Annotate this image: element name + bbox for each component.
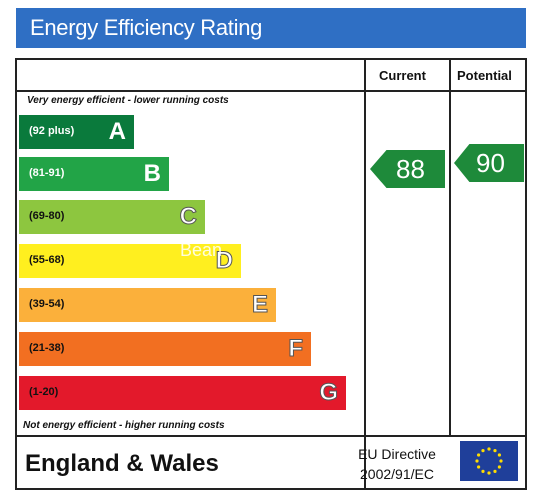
band-range: (92 plus) — [29, 125, 75, 137]
eu-directive-line1: EU Directive — [358, 446, 436, 462]
eu-star-icon — [497, 465, 501, 469]
eu-star-icon — [481, 449, 485, 453]
band-f: (21-38) F — [19, 332, 311, 366]
eu-directive: EU Directive 2002/91/EC — [347, 444, 447, 484]
band-range: (69-80) — [29, 210, 65, 222]
band-letter: E — [251, 291, 268, 319]
rating-chart-frame: Current Potential Very energy efficient … — [15, 58, 527, 490]
divider-potential — [449, 60, 451, 435]
band-letter: G — [319, 379, 339, 407]
watermark: Bean — [180, 240, 223, 260]
eu-star-icon — [481, 469, 485, 473]
band-letter: F — [288, 335, 304, 363]
current-rating-value: 88 — [396, 154, 425, 184]
band-letter: D — [215, 247, 233, 275]
band-range: (21-38) — [29, 342, 65, 354]
band-letter: B — [143, 160, 161, 187]
band-a: (92 plus) A — [19, 115, 134, 149]
band-range: (1-20) — [29, 386, 59, 398]
eu-star-icon — [475, 459, 479, 463]
page-title: Energy Efficiency Rating — [30, 15, 263, 40]
band-letter: C — [179, 203, 197, 231]
eu-star-icon — [493, 449, 497, 453]
title-bar: Energy Efficiency Rating — [16, 8, 526, 48]
potential-rating-value: 90 — [476, 148, 505, 178]
eu-star-icon — [487, 447, 491, 451]
eu-flag-stars — [475, 447, 503, 475]
eu-star-icon — [477, 453, 481, 457]
note-inefficient: Not energy efficient - higher running co… — [23, 420, 225, 431]
eu-star-icon — [497, 453, 501, 457]
eu-star-icon — [493, 469, 497, 473]
footer-rule — [17, 435, 525, 437]
eu-directive-line2: 2002/91/EC — [360, 466, 434, 482]
eu-star-icon — [487, 471, 491, 475]
band-range: (39-54) — [29, 298, 65, 310]
eu-star-icon — [477, 465, 481, 469]
band-d: (55-68) D — [19, 244, 241, 278]
header-rule — [17, 90, 525, 92]
note-efficient: Very energy efficient - lower running co… — [27, 95, 229, 106]
band-e: (39-54) E — [19, 288, 276, 322]
band-g: (1-20) G — [19, 376, 346, 410]
band-range: (55-68) — [29, 254, 65, 266]
region-label: England & Wales — [25, 450, 219, 477]
current-rating-arrow: 88 — [370, 150, 445, 188]
eu-star-icon — [499, 459, 503, 463]
potential-rating-arrow: 90 — [454, 144, 524, 182]
band-letter: A — [108, 118, 126, 145]
band-c: (69-80) C — [19, 200, 205, 234]
divider-current — [364, 60, 366, 488]
eu-flag-icon — [460, 441, 518, 481]
column-potential: Potential — [457, 68, 512, 83]
band-range: (81-91) — [29, 167, 65, 179]
band-b: (81-91) B — [19, 157, 169, 191]
column-current: Current — [379, 68, 426, 83]
